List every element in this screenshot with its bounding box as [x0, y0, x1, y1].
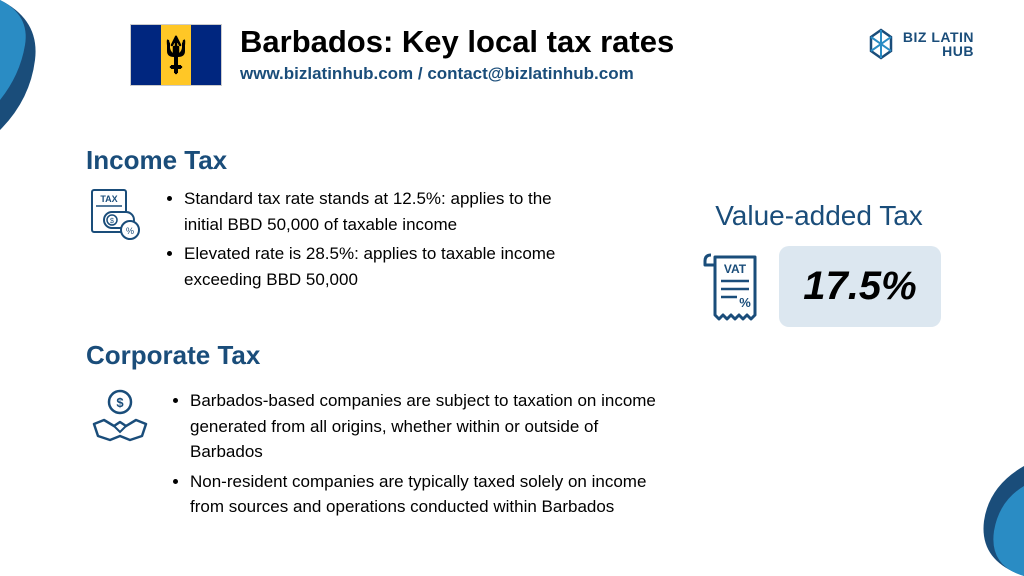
trident-icon	[165, 35, 187, 75]
corporate-bullet-1: Barbados-based companies are subject to …	[190, 388, 666, 465]
svg-text:TAX: TAX	[100, 194, 117, 204]
income-bullet-2: Elevated rate is 28.5%: applies to taxab…	[184, 241, 586, 292]
handshake-icon: $	[86, 388, 154, 446]
income-tax-heading: Income Tax	[86, 145, 227, 176]
svg-text:%: %	[740, 295, 752, 310]
logo-text-1: BIZ LATIN	[903, 30, 974, 44]
corporate-tax-content: $ Barbados-based companies are subject t…	[86, 388, 666, 524]
svg-text:$: $	[116, 395, 124, 410]
vat-rate: 17.5%	[779, 246, 940, 327]
corporate-bullet-2: Non-resident companies are typically tax…	[190, 469, 666, 520]
income-bullet-1: Standard tax rate stands at 12.5%: appli…	[184, 186, 586, 237]
corner-decoration-tl	[0, 0, 70, 130]
vat-heading: Value-added Tax	[664, 200, 974, 232]
svg-text:$: $	[110, 218, 114, 225]
income-tax-content: TAX $ % Standard tax rate stands at 12.5…	[86, 186, 586, 296]
svg-text:VAT: VAT	[724, 262, 747, 276]
corporate-tax-list: Barbados-based companies are subject to …	[170, 388, 666, 524]
brand-logo: BIZ LATIN HUB	[865, 28, 974, 60]
logo-text-2: HUB	[903, 44, 974, 58]
svg-text:%: %	[126, 226, 134, 236]
corporate-tax-heading: Corporate Tax	[86, 340, 260, 371]
logo-icon	[865, 28, 897, 60]
income-tax-list: Standard tax rate stands at 12.5%: appli…	[164, 186, 586, 296]
corner-decoration-br	[934, 466, 1024, 576]
vat-section: Value-added Tax VAT % 17.5%	[664, 200, 974, 327]
barbados-flag	[130, 24, 222, 86]
tax-document-icon: TAX $ %	[86, 186, 144, 244]
page-subtitle: www.bizlatinhub.com / contact@bizlatinhu…	[240, 64, 674, 84]
vat-receipt-icon: VAT %	[697, 247, 767, 327]
page-title: Barbados: Key local tax rates	[240, 24, 674, 60]
header: Barbados: Key local tax rates www.bizlat…	[130, 24, 674, 86]
